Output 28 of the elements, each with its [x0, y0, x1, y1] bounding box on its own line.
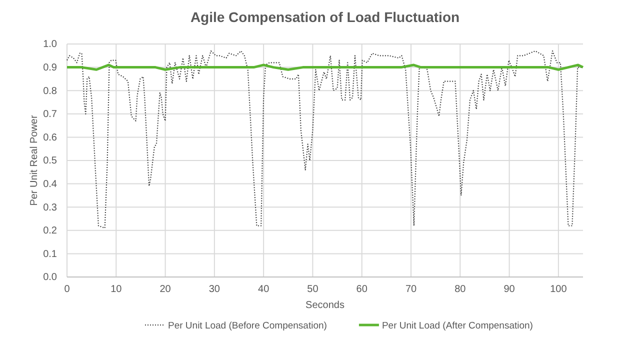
y-tick-label: 0.6 — [43, 132, 58, 144]
x-tick-label: 60 — [356, 284, 368, 296]
y-tick-label: 0.2 — [43, 226, 58, 237]
x-tick-label: 10 — [110, 284, 122, 296]
x-axis-title: Seconds — [306, 300, 344, 311]
y-tick-label: 0.4 — [43, 179, 58, 190]
x-tick-label: 0 — [64, 284, 70, 296]
y-axis-title: Per Unit Real Power — [29, 114, 40, 206]
x-tick-label: 40 — [258, 284, 270, 296]
y-tick-label: 1.0 — [43, 39, 58, 50]
y-tick-label: 0.8 — [43, 86, 58, 97]
x-tick-label: 80 — [454, 284, 466, 296]
chart-title: Agile Compensation of Load Fluctuation — [190, 9, 460, 25]
legend-label: Per Unit Load (After Compensation) — [382, 320, 533, 332]
x-tick-label: 30 — [208, 284, 220, 296]
x-tick-label: 20 — [160, 284, 172, 296]
x-tick-label: 90 — [504, 284, 516, 296]
line-series — [66, 50, 582, 229]
y-tick-label: 0.5 — [43, 156, 58, 167]
y-tick-label: 0.0 — [43, 272, 58, 284]
x-tick-label: 70 — [405, 284, 417, 296]
legend-label: Per Unit Load (Before Compensation) — [168, 320, 327, 332]
x-tick-label: 100 — [550, 284, 568, 296]
y-tick-label: 0.7 — [43, 109, 58, 120]
x-tick-label: 50 — [307, 284, 319, 296]
y-tick-label: 0.3 — [43, 202, 58, 214]
y-tick-label: 0.1 — [43, 248, 58, 260]
y-tick-label: 0.9 — [43, 62, 58, 74]
